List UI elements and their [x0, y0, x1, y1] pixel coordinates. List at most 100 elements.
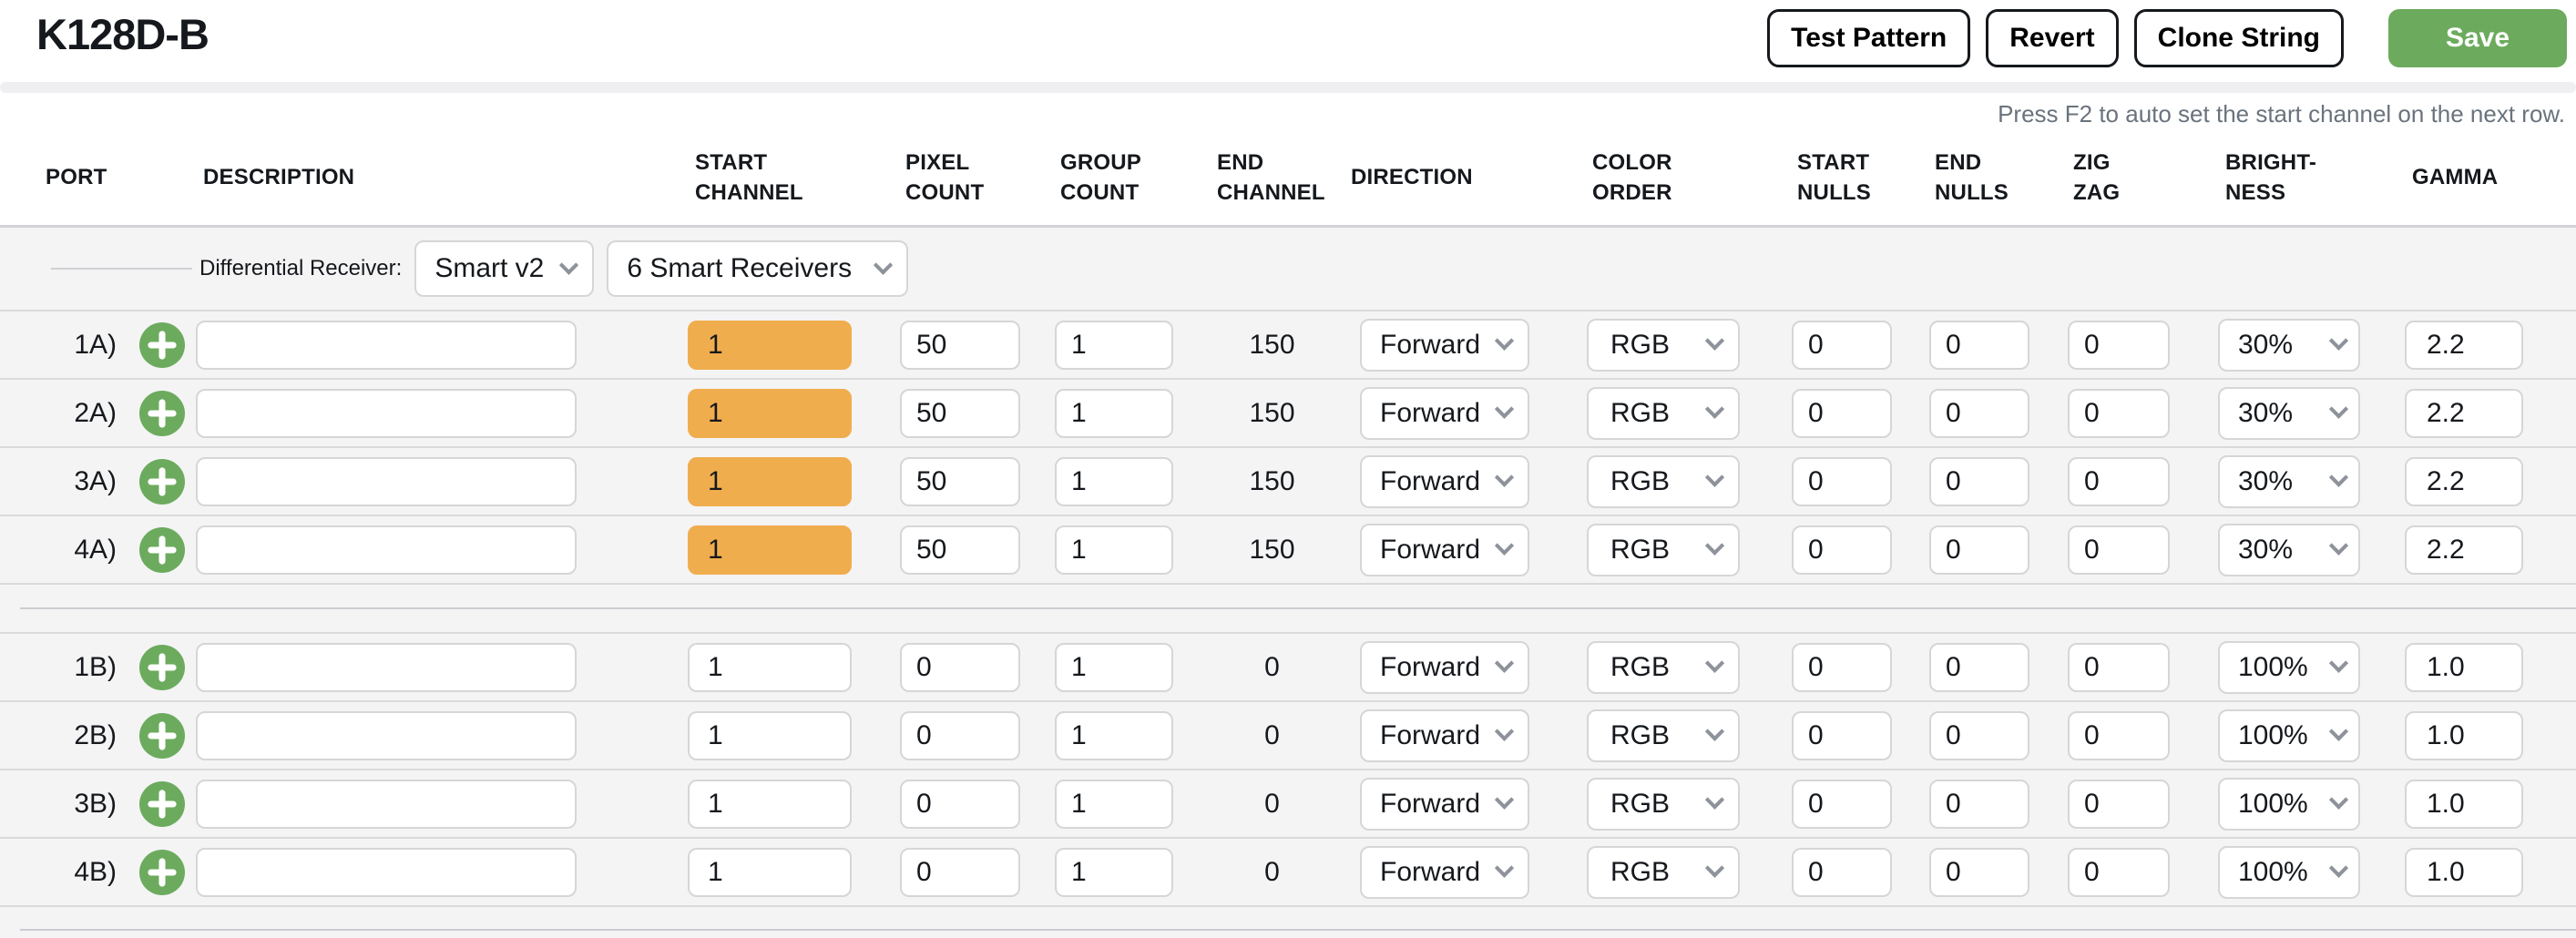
start-nulls-input[interactable]: [1792, 525, 1892, 575]
gamma-input[interactable]: [2405, 779, 2523, 829]
add-string-button[interactable]: [138, 458, 185, 505]
start-channel-input[interactable]: [688, 847, 852, 897]
end-nulls-input[interactable]: [1929, 847, 2029, 897]
end-nulls-input[interactable]: [1929, 320, 2029, 370]
end-nulls-input[interactable]: [1929, 456, 2029, 506]
group-count-input[interactable]: [1055, 710, 1173, 760]
brightness-select[interactable]: 30%: [2218, 523, 2360, 576]
direction-select[interactable]: Forward: [1360, 523, 1529, 576]
gamma-input[interactable]: [2405, 388, 2523, 438]
start-nulls-input[interactable]: [1792, 320, 1892, 370]
start-channel-input[interactable]: [688, 710, 852, 760]
revert-button[interactable]: Revert: [1986, 9, 2119, 67]
zig-zag-input[interactable]: [2068, 320, 2170, 370]
add-string-button[interactable]: [138, 849, 185, 895]
gamma-input[interactable]: [2405, 847, 2523, 897]
start-channel-input[interactable]: [688, 320, 852, 370]
end-nulls-input[interactable]: [1929, 525, 2029, 575]
pixel-count-input[interactable]: [900, 388, 1020, 438]
direction-select[interactable]: Forward: [1360, 709, 1529, 762]
start-channel-input[interactable]: [688, 642, 852, 692]
color-order-select[interactable]: RGB: [1587, 386, 1740, 440]
pixel-count-input[interactable]: [900, 847, 1020, 897]
pixel-count-input[interactable]: [900, 642, 1020, 692]
zig-zag-input[interactable]: [2068, 456, 2170, 506]
zig-zag-input[interactable]: [2068, 642, 2170, 692]
start-nulls-input[interactable]: [1792, 847, 1892, 897]
start-nulls-input[interactable]: [1792, 710, 1892, 760]
receiver-type-select[interactable]: Smart v2: [414, 240, 595, 297]
group-count-input[interactable]: [1055, 456, 1173, 506]
brightness-select[interactable]: 100%: [2218, 777, 2360, 831]
brightness-select[interactable]: 100%: [2218, 640, 2360, 694]
group-count-input[interactable]: [1055, 525, 1173, 575]
color-order-select[interactable]: RGB: [1587, 318, 1740, 372]
start-nulls-input[interactable]: [1792, 388, 1892, 438]
gamma-input[interactable]: [2405, 320, 2523, 370]
pixel-count-input[interactable]: [900, 710, 1020, 760]
description-input[interactable]: [196, 456, 577, 506]
add-string-button[interactable]: [138, 780, 185, 827]
direction-select[interactable]: Forward: [1360, 640, 1529, 694]
clone-string-button[interactable]: Clone String: [2133, 9, 2344, 67]
brightness-select[interactable]: 30%: [2218, 386, 2360, 440]
start-channel-input[interactable]: [688, 779, 852, 829]
pixel-count-input[interactable]: [900, 525, 1020, 575]
pixel-count-input[interactable]: [900, 320, 1020, 370]
gamma-input[interactable]: [2405, 642, 2523, 692]
group-count-input[interactable]: [1055, 388, 1173, 438]
brightness-select[interactable]: 100%: [2218, 709, 2360, 762]
color-order-select[interactable]: RGB: [1587, 523, 1740, 576]
start-nulls-input[interactable]: [1792, 642, 1892, 692]
add-string-button[interactable]: [138, 526, 185, 573]
zig-zag-input[interactable]: [2068, 779, 2170, 829]
brightness-select[interactable]: 100%: [2218, 845, 2360, 899]
description-input[interactable]: [196, 388, 577, 438]
pixel-count-input[interactable]: [900, 779, 1020, 829]
save-button[interactable]: Save: [2388, 9, 2567, 67]
gamma-input[interactable]: [2405, 456, 2523, 506]
description-input[interactable]: [196, 642, 577, 692]
direction-select[interactable]: Forward: [1360, 386, 1529, 440]
group-count-input[interactable]: [1055, 642, 1173, 692]
receiver-count-select[interactable]: 6 Smart Receivers: [607, 240, 909, 297]
group-count-input[interactable]: [1055, 320, 1173, 370]
add-string-button[interactable]: [138, 321, 185, 368]
start-channel-input[interactable]: [688, 388, 852, 438]
end-nulls-input[interactable]: [1929, 388, 2029, 438]
direction-select[interactable]: Forward: [1360, 777, 1529, 831]
gamma-input[interactable]: [2405, 710, 2523, 760]
end-nulls-input[interactable]: [1929, 642, 2029, 692]
group-count-input[interactable]: [1055, 847, 1173, 897]
description-input[interactable]: [196, 779, 577, 829]
add-string-button[interactable]: [138, 644, 185, 690]
description-input[interactable]: [196, 710, 577, 760]
end-nulls-input[interactable]: [1929, 779, 2029, 829]
add-string-button[interactable]: [138, 712, 185, 759]
brightness-select[interactable]: 30%: [2218, 454, 2360, 508]
description-input[interactable]: [196, 847, 577, 897]
color-order-select[interactable]: RGB: [1587, 709, 1740, 762]
add-string-button[interactable]: [138, 390, 185, 436]
direction-select[interactable]: Forward: [1360, 454, 1529, 508]
direction-select[interactable]: Forward: [1360, 318, 1529, 372]
zig-zag-input[interactable]: [2068, 710, 2170, 760]
direction-select[interactable]: Forward: [1360, 845, 1529, 899]
start-channel-input[interactable]: [688, 525, 852, 575]
end-nulls-input[interactable]: [1929, 710, 2029, 760]
color-order-select[interactable]: RGB: [1587, 454, 1740, 508]
color-order-select[interactable]: RGB: [1587, 777, 1740, 831]
start-nulls-input[interactable]: [1792, 456, 1892, 506]
test-pattern-button[interactable]: Test Pattern: [1767, 9, 1971, 67]
zig-zag-input[interactable]: [2068, 388, 2170, 438]
description-input[interactable]: [196, 525, 577, 575]
start-nulls-input[interactable]: [1792, 779, 1892, 829]
zig-zag-input[interactable]: [2068, 525, 2170, 575]
description-input[interactable]: [196, 320, 577, 370]
color-order-select[interactable]: RGB: [1587, 640, 1740, 694]
brightness-select[interactable]: 30%: [2218, 318, 2360, 372]
zig-zag-input[interactable]: [2068, 847, 2170, 897]
pixel-count-input[interactable]: [900, 456, 1020, 506]
start-channel-input[interactable]: [688, 456, 852, 506]
gamma-input[interactable]: [2405, 525, 2523, 575]
